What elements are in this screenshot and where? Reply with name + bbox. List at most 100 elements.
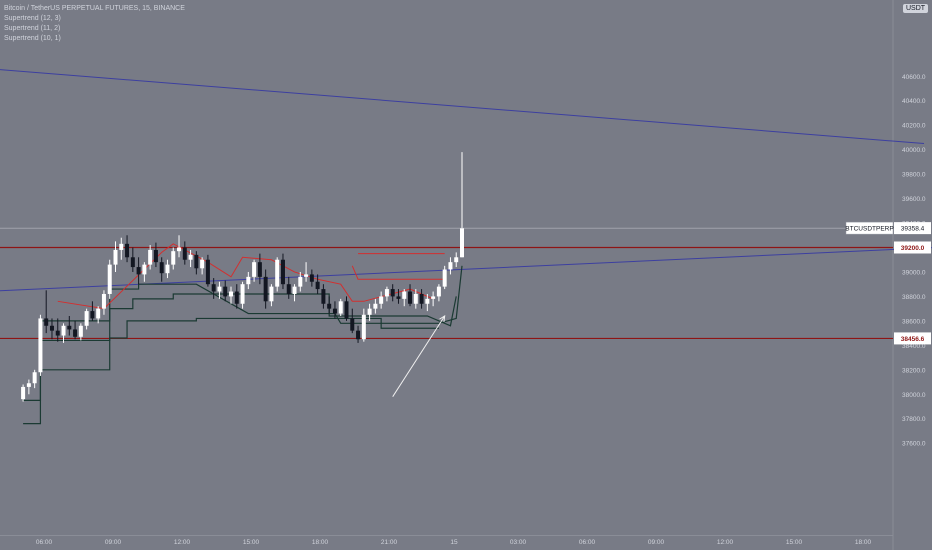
candle-body bbox=[315, 281, 320, 290]
supertrend-down-line bbox=[351, 265, 445, 280]
candle-body bbox=[194, 254, 199, 269]
candle-body bbox=[153, 249, 158, 263]
candle-body bbox=[298, 276, 303, 287]
y-tick-label: 37800.0 bbox=[902, 416, 926, 423]
candle-body bbox=[49, 325, 54, 331]
x-tick-label: 03:00 bbox=[510, 539, 527, 546]
candle-body bbox=[373, 303, 378, 309]
x-tick-label: 06:00 bbox=[36, 539, 53, 546]
chart-legend: Bitcoin / TetherUS PERPETUAL FUTURES, 15… bbox=[4, 4, 185, 44]
price-label-value: 39200.0 bbox=[901, 245, 925, 252]
price-label-value: 38456.6 bbox=[901, 336, 925, 343]
candle-body bbox=[292, 286, 297, 294]
x-tick-label: 12:00 bbox=[717, 539, 734, 546]
candle-body bbox=[419, 293, 424, 304]
candle-body bbox=[73, 329, 78, 337]
candle-body bbox=[286, 284, 291, 294]
candle-body bbox=[425, 298, 430, 304]
candle-body bbox=[84, 311, 89, 326]
symbol-tag-label: BTCUSDTPERP bbox=[845, 226, 893, 233]
candle-body bbox=[436, 286, 441, 297]
y-tick-label: 38800.0 bbox=[902, 294, 926, 301]
candle-body bbox=[431, 296, 436, 299]
candle-body bbox=[234, 291, 239, 304]
candle-body bbox=[96, 308, 101, 319]
x-tick-label: 15:00 bbox=[243, 539, 260, 546]
price-label-box bbox=[894, 241, 931, 254]
candle-body bbox=[240, 284, 245, 304]
candle-body bbox=[55, 330, 60, 336]
indicator-label[interactable]: Supertrend (10, 1) bbox=[4, 35, 61, 42]
candle-body bbox=[67, 325, 72, 330]
candle-body bbox=[165, 264, 170, 274]
candle-body bbox=[171, 251, 176, 265]
y-tick-label: 39600.0 bbox=[902, 196, 926, 203]
trend-line bbox=[0, 247, 932, 292]
candle-body bbox=[119, 243, 124, 250]
y-tick-label: 40600.0 bbox=[902, 74, 926, 81]
candle-body bbox=[177, 247, 182, 252]
candle-body bbox=[229, 291, 233, 297]
candle-body bbox=[246, 276, 251, 285]
candle-body bbox=[78, 325, 83, 337]
candle-body bbox=[269, 286, 274, 302]
price-label-box bbox=[894, 332, 931, 345]
candle-body bbox=[390, 289, 395, 297]
candle-body bbox=[26, 383, 31, 387]
candle-body bbox=[454, 257, 459, 263]
candle-body bbox=[321, 289, 326, 304]
candle-body bbox=[396, 296, 401, 299]
candle-body bbox=[159, 262, 164, 274]
price-axis-panel bbox=[893, 0, 932, 550]
x-tick-label: 15 bbox=[450, 539, 458, 546]
y-tick-label: 40200.0 bbox=[902, 123, 926, 130]
x-tick-label: 18:00 bbox=[312, 539, 329, 546]
indicator-label[interactable]: Supertrend (12, 3) bbox=[4, 15, 61, 22]
candle-body bbox=[263, 276, 268, 302]
candle-body bbox=[257, 262, 262, 277]
supertrend-up-line bbox=[23, 317, 439, 425]
currency-badge[interactable]: USDT bbox=[903, 4, 929, 13]
supertrend-up-line bbox=[23, 293, 457, 401]
candle-body bbox=[275, 259, 280, 287]
candle-body bbox=[217, 286, 222, 292]
x-tick-label: 06:00 bbox=[579, 539, 596, 546]
y-tick-label: 39000.0 bbox=[902, 269, 926, 276]
candle-body bbox=[356, 330, 361, 340]
y-tick-label: 39800.0 bbox=[902, 172, 926, 179]
trend-line bbox=[0, 69, 925, 145]
candle-body bbox=[460, 228, 464, 258]
y-tick-label: 38600.0 bbox=[902, 318, 926, 325]
candle-body bbox=[304, 274, 309, 277]
last-price-box bbox=[894, 222, 931, 235]
annotation-arrow-head bbox=[439, 315, 446, 323]
candle-body bbox=[367, 308, 372, 315]
candle-body bbox=[38, 318, 43, 373]
candle-body bbox=[130, 257, 135, 268]
candle-body bbox=[211, 284, 216, 292]
x-tick-label: 09:00 bbox=[648, 539, 665, 546]
candle-body bbox=[379, 296, 384, 304]
candle-body bbox=[344, 301, 349, 319]
candle-body bbox=[327, 303, 332, 309]
supertrend-down-line bbox=[57, 243, 434, 310]
candle-body bbox=[182, 247, 187, 260]
candle-body bbox=[125, 243, 130, 258]
candle-body bbox=[21, 386, 26, 400]
candle-body bbox=[332, 308, 337, 314]
candle-body bbox=[413, 293, 418, 304]
indicator-label[interactable]: Supertrend (11, 2) bbox=[4, 25, 61, 32]
x-tick-label: 12:00 bbox=[174, 539, 191, 546]
candle-body bbox=[350, 318, 355, 331]
candle-body bbox=[101, 293, 106, 309]
candle-body bbox=[402, 291, 407, 299]
y-tick-label: 40000.0 bbox=[902, 147, 926, 154]
x-tick-label: 21:00 bbox=[381, 539, 398, 546]
candle-body bbox=[142, 264, 147, 275]
candle-body bbox=[90, 311, 95, 319]
x-tick-label: 15:00 bbox=[786, 539, 803, 546]
symbol-tag-box bbox=[845, 221, 894, 235]
x-tick-label: 18:00 bbox=[855, 539, 872, 546]
